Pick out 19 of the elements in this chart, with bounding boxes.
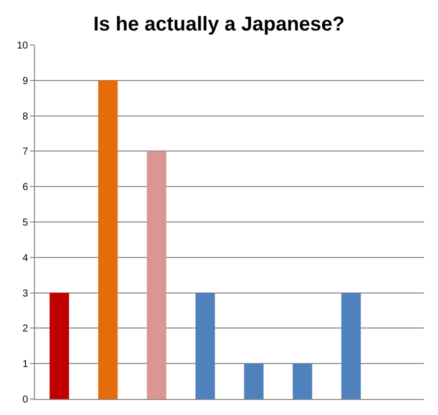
y-tick-label: 2 bbox=[22, 324, 28, 335]
bar bbox=[146, 151, 166, 399]
bar bbox=[292, 364, 312, 399]
bar bbox=[50, 292, 70, 399]
y-tick-label: 4 bbox=[22, 252, 28, 264]
y-tick-label: 0 bbox=[22, 394, 28, 406]
y-tick-label: 10 bbox=[16, 40, 28, 52]
bar bbox=[98, 80, 118, 399]
y-tick-label: 8 bbox=[22, 111, 28, 122]
y-tick-label: 6 bbox=[22, 182, 28, 194]
bar bbox=[244, 364, 264, 399]
y-tick-label: 7 bbox=[22, 146, 28, 158]
bar bbox=[341, 292, 361, 399]
bar bbox=[195, 292, 215, 399]
y-tick-label: 9 bbox=[22, 76, 28, 87]
y-tick-label: 3 bbox=[22, 288, 28, 300]
chart-title: Is he actually a Japanese? bbox=[93, 14, 345, 36]
y-tick-label: 1 bbox=[22, 359, 28, 370]
y-tick-label: 5 bbox=[22, 218, 28, 228]
